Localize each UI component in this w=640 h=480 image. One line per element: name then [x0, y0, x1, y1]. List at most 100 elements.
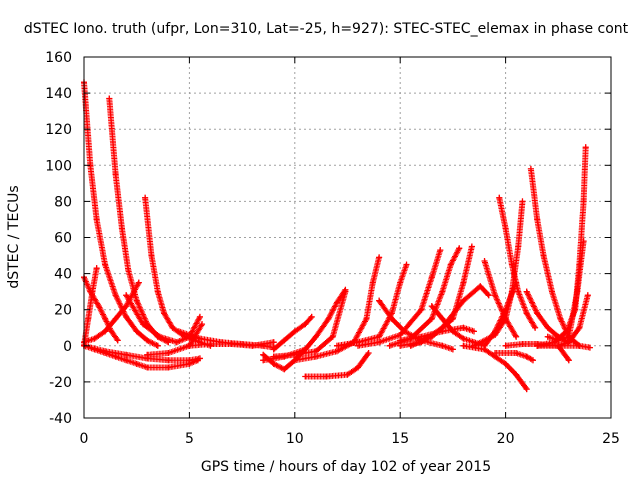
data-point [502, 342, 509, 349]
data-point [135, 279, 142, 286]
data-point [470, 328, 477, 335]
data-point [523, 386, 530, 393]
data-point [154, 342, 161, 349]
x-tick-label: 20 [497, 431, 515, 447]
y-tick-label: -40 [49, 411, 72, 427]
data-point [418, 339, 425, 346]
data-point [355, 342, 362, 349]
data-point [186, 357, 193, 364]
data-point [270, 360, 277, 367]
data-point [260, 357, 267, 364]
data-point [513, 371, 520, 378]
data-point [428, 315, 435, 322]
data-point [439, 288, 446, 295]
data-point [106, 95, 113, 102]
data-point [397, 331, 404, 338]
data-point [112, 171, 119, 178]
data-point [540, 252, 547, 259]
data-point [508, 261, 515, 268]
data-point [91, 335, 98, 342]
data-point [468, 243, 475, 250]
data-point [365, 350, 372, 357]
data-point [123, 357, 130, 364]
data-point [580, 238, 587, 245]
data-point [112, 292, 119, 299]
series-pass-31 [481, 279, 520, 349]
data-point [418, 333, 425, 340]
data-point [523, 353, 530, 360]
data-point [574, 288, 581, 295]
data-point [156, 333, 163, 340]
data-point [114, 337, 121, 344]
data-point [555, 342, 562, 349]
data-point [460, 297, 467, 304]
y-tick-label: 20 [54, 303, 72, 319]
data-point [112, 315, 119, 322]
data-point [369, 279, 376, 286]
data-point [355, 364, 362, 371]
data-point [428, 303, 435, 310]
data-point [544, 333, 551, 340]
data-point [449, 328, 456, 335]
data-point [323, 373, 330, 380]
data-point [523, 288, 530, 295]
chart-title: dSTEC Iono. truth (ufpr, Lon=310, Lat=-2… [24, 21, 629, 37]
data-point [333, 348, 340, 355]
data-point [439, 342, 446, 349]
data-point [344, 371, 351, 378]
data-point [270, 346, 277, 353]
data-point [144, 337, 151, 344]
data-point [439, 328, 446, 335]
data-point [576, 324, 583, 331]
data-point [89, 288, 96, 295]
data-point [165, 350, 172, 357]
data-point [477, 283, 484, 290]
x-tick-label: 5 [185, 431, 194, 447]
data-point [148, 252, 155, 259]
y-tick-label: 60 [54, 231, 72, 247]
y-tick-label: 40 [54, 267, 72, 283]
data-point [333, 342, 340, 349]
data-point [291, 351, 298, 358]
data-point [102, 261, 109, 268]
data-point [439, 315, 446, 322]
data-point [580, 198, 587, 205]
data-point [513, 350, 520, 357]
data-point [376, 254, 383, 261]
y-tick-label: 140 [45, 86, 72, 102]
grid [84, 57, 611, 418]
x-tick-label: 15 [391, 431, 409, 447]
y-tick-label: 100 [45, 158, 72, 174]
data-point [108, 328, 115, 335]
data-point [291, 328, 298, 335]
data-point [102, 328, 109, 335]
data-point [502, 225, 509, 232]
data-point [312, 333, 319, 340]
data-point [376, 333, 383, 340]
data-point [291, 357, 298, 364]
data-point [449, 346, 456, 353]
data-point [460, 324, 467, 331]
y-tick-label: 80 [54, 194, 72, 210]
data-point [447, 261, 454, 268]
x-tick-label: 25 [602, 431, 620, 447]
x-axis-label: GPS time / hours of day 102 of year 2015 [201, 459, 491, 475]
data-point [93, 216, 100, 223]
data-point [456, 245, 463, 252]
data-point [161, 310, 168, 317]
data-point [85, 315, 92, 322]
data-point [557, 315, 564, 322]
data-point [363, 315, 370, 322]
data-point [401, 328, 408, 335]
data-point [102, 315, 109, 322]
data-point [460, 279, 467, 286]
data-point [93, 265, 100, 272]
data-point [513, 333, 520, 340]
data-point [308, 313, 315, 320]
data-point [519, 340, 526, 347]
y-tick-label: 120 [45, 122, 72, 138]
plot-frame [83, 56, 612, 419]
data-point [418, 306, 425, 313]
data-point [207, 340, 214, 347]
